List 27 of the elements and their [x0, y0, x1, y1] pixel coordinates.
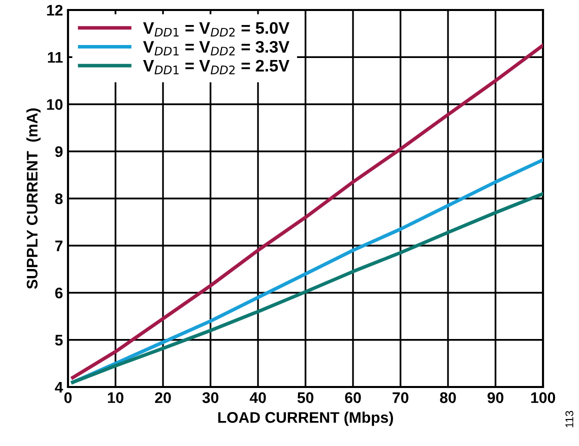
y-axis-title: SUPPLY CURRENT (mA) — [26, 108, 41, 289]
y-tick-label: 4 — [54, 382, 64, 393]
x-tick-label: 40 — [250, 392, 266, 404]
y-tick-label: 11 — [48, 52, 63, 63]
y-tick-label: 12 — [47, 4, 63, 16]
x-tick-label: 0 — [64, 392, 72, 404]
y-tick-label: 7 — [55, 240, 62, 252]
y-tick-label: 9 — [55, 146, 63, 158]
text: 113 — [565, 410, 574, 428]
y-tick-label: 8 — [55, 193, 63, 204]
x-tick-label: 50 — [297, 392, 314, 404]
x-tick-label: 60 — [345, 392, 361, 404]
y-tick-label: 6 — [55, 288, 63, 298]
x-tick-label: 70 — [392, 392, 408, 404]
x-axis-title: LOAD CURRENT (Mbps) — [218, 412, 394, 426]
legend-label: V$_{DD1}$ = V$_{DD2}$ = 5.0V — [143, 22, 290, 36]
line-series — [71, 192, 543, 384]
x-tick-label: 90 — [488, 392, 504, 404]
legend-label: V$_{DD1}$ = V$_{DD2}$ = 2.5V — [143, 60, 290, 74]
x-tick-label: 30 — [202, 392, 218, 404]
legend-label: V$_{DD1}$ = V$_{DD2}$ = 3.3V — [143, 40, 290, 56]
x-tick-label: 80 — [440, 392, 456, 404]
y-tick-label: 10 — [47, 99, 63, 110]
x-tick-label: 10 — [108, 392, 124, 404]
x-tick-label: 100 — [531, 392, 556, 404]
x-tick-label: 20 — [155, 392, 171, 404]
y-tick-label: 5 — [55, 334, 63, 346]
